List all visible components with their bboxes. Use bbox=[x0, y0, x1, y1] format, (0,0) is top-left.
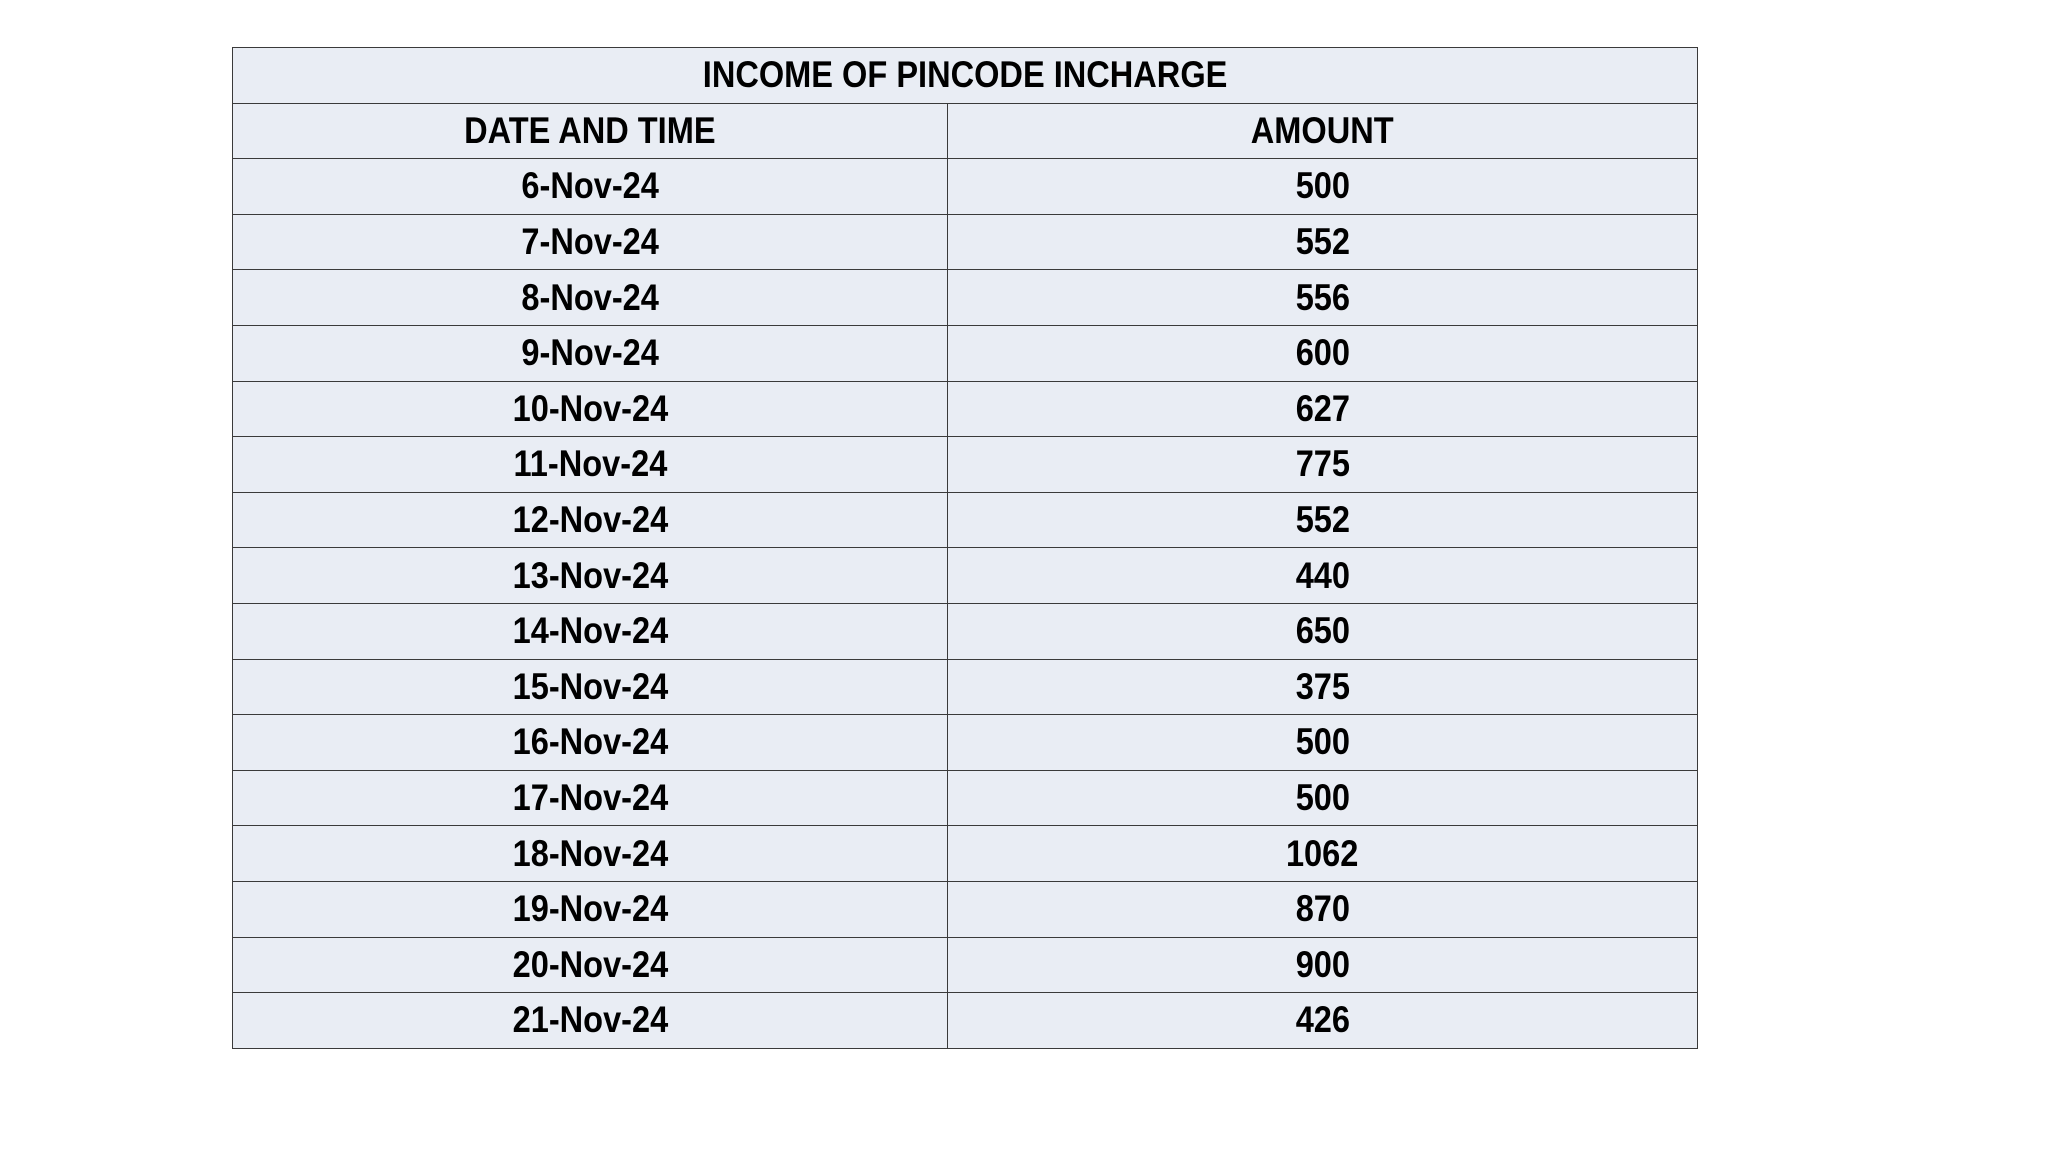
amount-cell: 1062 bbox=[947, 825, 1698, 882]
date-cell-text: 6-Nov-24 bbox=[521, 165, 659, 207]
date-cell: 21-Nov-24 bbox=[232, 992, 948, 1049]
amount-cell: 375 bbox=[947, 658, 1698, 716]
amount-cell-text: 600 bbox=[1295, 332, 1350, 374]
amount-cell: 650 bbox=[947, 602, 1698, 660]
date-cell-text: 13-Nov-24 bbox=[512, 554, 668, 596]
table-title: INCOME OF PINCODE INCHARGE bbox=[232, 47, 1698, 104]
amount-cell: 552 bbox=[947, 213, 1698, 271]
table-row: 19-Nov-24 870 bbox=[232, 880, 1698, 938]
date-cell: 13-Nov-24 bbox=[232, 547, 948, 604]
date-cell: 9-Nov-24 bbox=[232, 324, 948, 382]
amount-cell-text: 775 bbox=[1295, 443, 1350, 485]
table-row: 17-Nov-24 500 bbox=[232, 769, 1698, 827]
date-cell: 20-Nov-24 bbox=[232, 936, 948, 994]
date-cell-text: 17-Nov-24 bbox=[512, 777, 668, 819]
date-cell: 14-Nov-24 bbox=[232, 602, 948, 660]
date-cell-text: 9-Nov-24 bbox=[521, 332, 659, 374]
amount-cell-text: 552 bbox=[1295, 499, 1350, 541]
table-row: 11-Nov-24 775 bbox=[232, 436, 1698, 493]
table-row: 8-Nov-24 556 bbox=[232, 269, 1698, 326]
table-row: 14-Nov-24 650 bbox=[232, 602, 1698, 660]
table-row: 16-Nov-24 500 bbox=[232, 714, 1698, 771]
title-row: INCOME OF PINCODE INCHARGE bbox=[232, 47, 1698, 104]
date-cell: 6-Nov-24 bbox=[232, 158, 948, 215]
table-row: 15-Nov-24 375 bbox=[232, 658, 1698, 716]
amount-cell-text: 500 bbox=[1295, 721, 1350, 763]
amount-cell-text: 500 bbox=[1295, 777, 1350, 819]
table-row: 6-Nov-24 500 bbox=[232, 158, 1698, 215]
amount-cell: 870 bbox=[947, 880, 1698, 938]
amount-cell: 500 bbox=[947, 769, 1698, 827]
amount-cell: 556 bbox=[947, 269, 1698, 326]
amount-cell: 900 bbox=[947, 936, 1698, 994]
date-cell: 12-Nov-24 bbox=[232, 491, 948, 549]
date-cell-text: 19-Nov-24 bbox=[512, 888, 668, 930]
date-cell-text: 14-Nov-24 bbox=[512, 610, 668, 652]
date-cell: 8-Nov-24 bbox=[232, 269, 948, 326]
table-row: 7-Nov-24 552 bbox=[232, 213, 1698, 271]
date-cell: 7-Nov-24 bbox=[232, 213, 948, 271]
table-row: 12-Nov-24 552 bbox=[232, 491, 1698, 549]
amount-cell-text: 552 bbox=[1295, 221, 1350, 263]
amount-cell: 627 bbox=[947, 380, 1698, 438]
header-date: DATE AND TIME bbox=[232, 102, 948, 160]
amount-cell-text: 870 bbox=[1295, 888, 1350, 930]
amount-cell-text: 440 bbox=[1295, 554, 1350, 596]
date-cell-text: 16-Nov-24 bbox=[512, 721, 668, 763]
amount-cell-text: 650 bbox=[1295, 610, 1350, 652]
date-cell: 11-Nov-24 bbox=[232, 436, 948, 493]
header-amount-text: AMOUNT bbox=[1251, 109, 1394, 151]
amount-cell-text: 900 bbox=[1295, 943, 1350, 985]
date-cell: 17-Nov-24 bbox=[232, 769, 948, 827]
date-cell-text: 21-Nov-24 bbox=[512, 999, 668, 1041]
amount-cell: 552 bbox=[947, 491, 1698, 549]
table-row: 10-Nov-24 627 bbox=[232, 380, 1698, 438]
header-row: DATE AND TIME AMOUNT bbox=[232, 102, 1698, 160]
date-cell-text: 15-Nov-24 bbox=[512, 665, 668, 707]
date-cell-text: 8-Nov-24 bbox=[521, 276, 659, 318]
date-cell: 15-Nov-24 bbox=[232, 658, 948, 716]
date-cell-text: 10-Nov-24 bbox=[512, 387, 668, 429]
amount-cell: 600 bbox=[947, 324, 1698, 382]
date-cell-text: 12-Nov-24 bbox=[512, 499, 668, 541]
amount-cell-text: 426 bbox=[1295, 999, 1350, 1041]
date-cell-text: 20-Nov-24 bbox=[512, 943, 668, 985]
table-title-text: INCOME OF PINCODE INCHARGE bbox=[702, 54, 1228, 96]
date-cell: 16-Nov-24 bbox=[232, 714, 948, 771]
amount-cell-text: 500 bbox=[1295, 165, 1350, 207]
table-row: 13-Nov-24 440 bbox=[232, 547, 1698, 604]
amount-cell: 500 bbox=[947, 158, 1698, 215]
amount-cell-text: 556 bbox=[1295, 276, 1350, 318]
amount-cell: 500 bbox=[947, 714, 1698, 771]
table-row: 18-Nov-24 1062 bbox=[232, 825, 1698, 882]
date-cell: 10-Nov-24 bbox=[232, 380, 948, 438]
table-row: 20-Nov-24 900 bbox=[232, 936, 1698, 994]
table-row: 9-Nov-24 600 bbox=[232, 324, 1698, 382]
table-row: 21-Nov-24 426 bbox=[232, 992, 1698, 1049]
amount-cell-text: 627 bbox=[1295, 387, 1350, 429]
income-table: INCOME OF PINCODE INCHARGE DATE AND TIME… bbox=[232, 47, 1698, 1049]
date-cell-text: 7-Nov-24 bbox=[521, 221, 659, 263]
header-amount: AMOUNT bbox=[947, 102, 1698, 160]
date-cell-text: 18-Nov-24 bbox=[512, 832, 668, 874]
date-cell-text: 11-Nov-24 bbox=[513, 443, 667, 485]
amount-cell-text: 1062 bbox=[1286, 832, 1359, 874]
date-cell: 19-Nov-24 bbox=[232, 880, 948, 938]
amount-cell: 775 bbox=[947, 436, 1698, 493]
amount-cell: 426 bbox=[947, 992, 1698, 1049]
date-cell: 18-Nov-24 bbox=[232, 825, 948, 882]
amount-cell: 440 bbox=[947, 547, 1698, 604]
header-date-text: DATE AND TIME bbox=[464, 109, 716, 151]
amount-cell-text: 375 bbox=[1295, 665, 1350, 707]
